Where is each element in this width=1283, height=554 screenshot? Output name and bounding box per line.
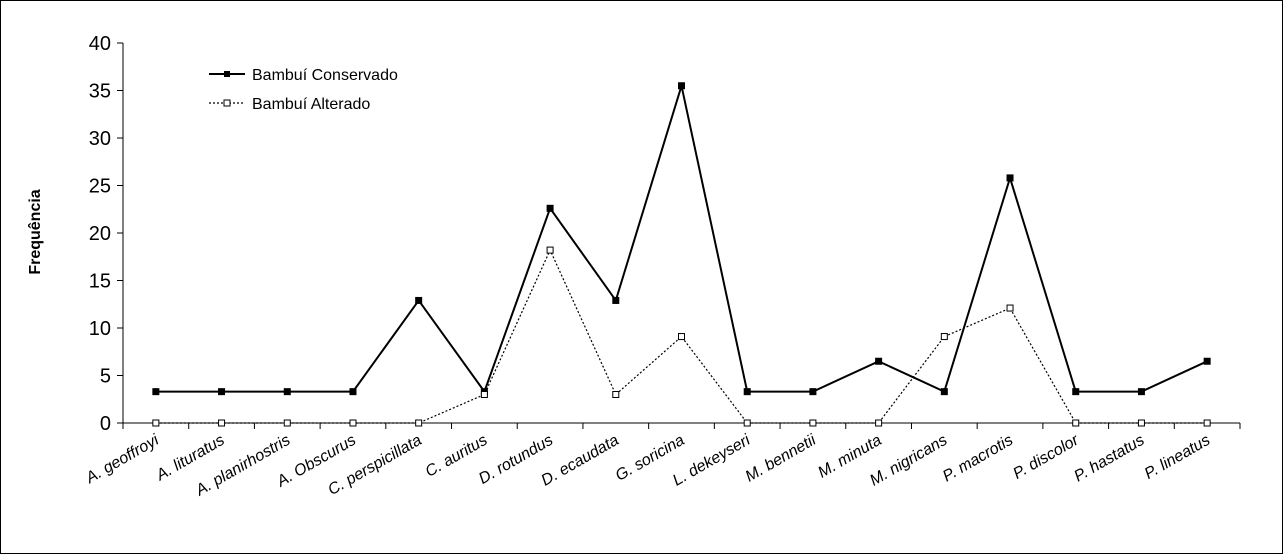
- data-point-bambui-conservado: [1072, 388, 1080, 396]
- data-point-bambui-alterado: [1137, 419, 1145, 427]
- y-tick-label: 40: [89, 33, 111, 55]
- data-point-bambui-conservado: [152, 388, 160, 396]
- data-point-bambui-conservado: [875, 357, 883, 365]
- data-point-bambui-alterado: [612, 391, 620, 398]
- data-point-bambui-alterado: [940, 333, 948, 341]
- data-point-bambui-conservado: [743, 388, 751, 396]
- data-point-bambui-alterado: [743, 419, 751, 427]
- y-tick-label: 10: [89, 318, 111, 340]
- y-tick-label: 20: [89, 223, 111, 245]
- data-point-bambui-conservado: [218, 388, 226, 396]
- data-point-bambui-conservado: [1203, 357, 1211, 365]
- data-point-bambui-alterado: [875, 419, 883, 427]
- data-point-bambui-alterado: [349, 419, 357, 427]
- legend: Bambuí Conservado Bambuí Alterado: [201, 54, 437, 122]
- data-point-bambui-conservado: [415, 296, 423, 304]
- y-tick-label: 15: [89, 271, 111, 293]
- legend-swatch-marker-bambui-alterado: [223, 99, 231, 107]
- data-point-bambui-alterado: [1072, 419, 1080, 427]
- data-point-bambui-alterado: [809, 419, 817, 427]
- y-tick-label: 35: [89, 81, 111, 103]
- y-tick-label: 25: [89, 176, 111, 198]
- data-point-bambui-alterado: [152, 419, 160, 427]
- y-axis-title: Frequência: [27, 189, 44, 274]
- data-point-bambui-conservado: [809, 388, 817, 396]
- data-point-bambui-conservado: [1006, 174, 1014, 182]
- data-point-bambui-alterado: [546, 246, 554, 254]
- legend-label-bambui-alterado: Bambuí Alterado: [252, 96, 370, 113]
- data-point-bambui-conservado: [546, 204, 554, 212]
- data-point-bambui-alterado: [1006, 304, 1014, 312]
- data-point-bambui-conservado: [940, 388, 948, 396]
- y-tick-label: 5: [100, 366, 111, 388]
- data-point-bambui-conservado: [1137, 388, 1145, 396]
- data-point-bambui-conservado: [612, 296, 620, 304]
- legend-box: [201, 54, 437, 122]
- data-point-bambui-alterado: [678, 333, 685, 341]
- data-point-bambui-alterado: [218, 419, 226, 427]
- data-point-bambui-alterado: [283, 419, 291, 427]
- data-point-bambui-conservado: [349, 388, 357, 396]
- y-tick-label: 0: [100, 413, 111, 435]
- data-point-bambui-alterado: [480, 391, 488, 398]
- data-point-bambui-conservado: [678, 82, 685, 90]
- y-tick-label: 30: [89, 128, 111, 150]
- data-point-bambui-alterado: [1203, 419, 1211, 427]
- data-point-bambui-alterado: [415, 419, 423, 427]
- legend-label-bambui-conservado: Bambuí Conservado: [252, 67, 398, 84]
- data-point-bambui-conservado: [283, 388, 291, 396]
- legend-swatch-marker-bambui-conservado: [224, 71, 230, 77]
